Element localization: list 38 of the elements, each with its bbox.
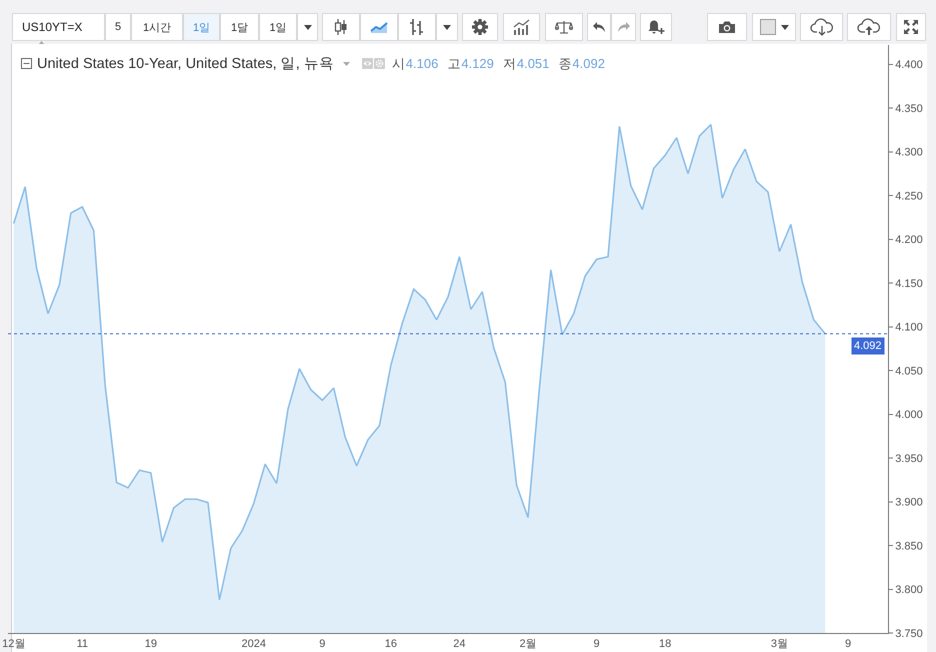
y-tick-label: 3.900 [895, 496, 923, 509]
y-tick-label: 3.950 [895, 452, 923, 465]
x-tick-label: 9 [594, 638, 600, 650]
text: 1시간 [142, 20, 172, 34]
y-tick-label: 4.000 [895, 409, 923, 422]
text: 1달 [230, 20, 248, 34]
y-tick-label: 3.800 [895, 584, 923, 596]
x-tick-label: 9 [844, 638, 852, 650]
y-tick-label: 3.750 [895, 628, 923, 640]
text: 5 [114, 21, 122, 33]
y-tick-label: 4.350 [895, 102, 923, 115]
y-tick-label: 4.100 [895, 322, 923, 334]
text: 1일 [269, 20, 287, 34]
y-tick-label: 4.400 [895, 59, 923, 72]
x-tick-label: 2024 [241, 638, 266, 650]
x-tick-label: 3월 [770, 638, 788, 650]
annotation: 시4.106 [392, 54, 438, 72]
x-tick-label: 24 [453, 638, 466, 650]
ref-line-label: 4.092 [854, 340, 882, 352]
text: United States 10-Year, United States, 일, 뉴욕 [37, 55, 334, 73]
y-tick-label: 4.200 [895, 234, 923, 246]
y-tick-label: 4.050 [895, 365, 923, 378]
x-tick-label: 9 [319, 638, 326, 650]
annotation: 종4.092 [558, 54, 605, 72]
y-tick-label: 4.300 [895, 146, 923, 159]
annotation: 저4.051 [502, 54, 550, 72]
x-tick-label: 12월 [2, 638, 26, 650]
x-tick-label: 19 [144, 638, 157, 650]
y-tick-label: 3.850 [895, 540, 923, 552]
x-tick-label: 11 [76, 638, 88, 650]
text: 1일 [192, 20, 210, 34]
annotation: 고4.129 [447, 54, 494, 72]
x-tick-label: 18 [659, 638, 672, 650]
x-tick-label: 16 [384, 638, 397, 650]
y-tick-label: 4.250 [895, 190, 923, 202]
x-tick-label: 2월 [519, 638, 537, 650]
y-tick-label: 4.150 [895, 278, 923, 290]
text: US10YT=X [22, 20, 82, 34]
